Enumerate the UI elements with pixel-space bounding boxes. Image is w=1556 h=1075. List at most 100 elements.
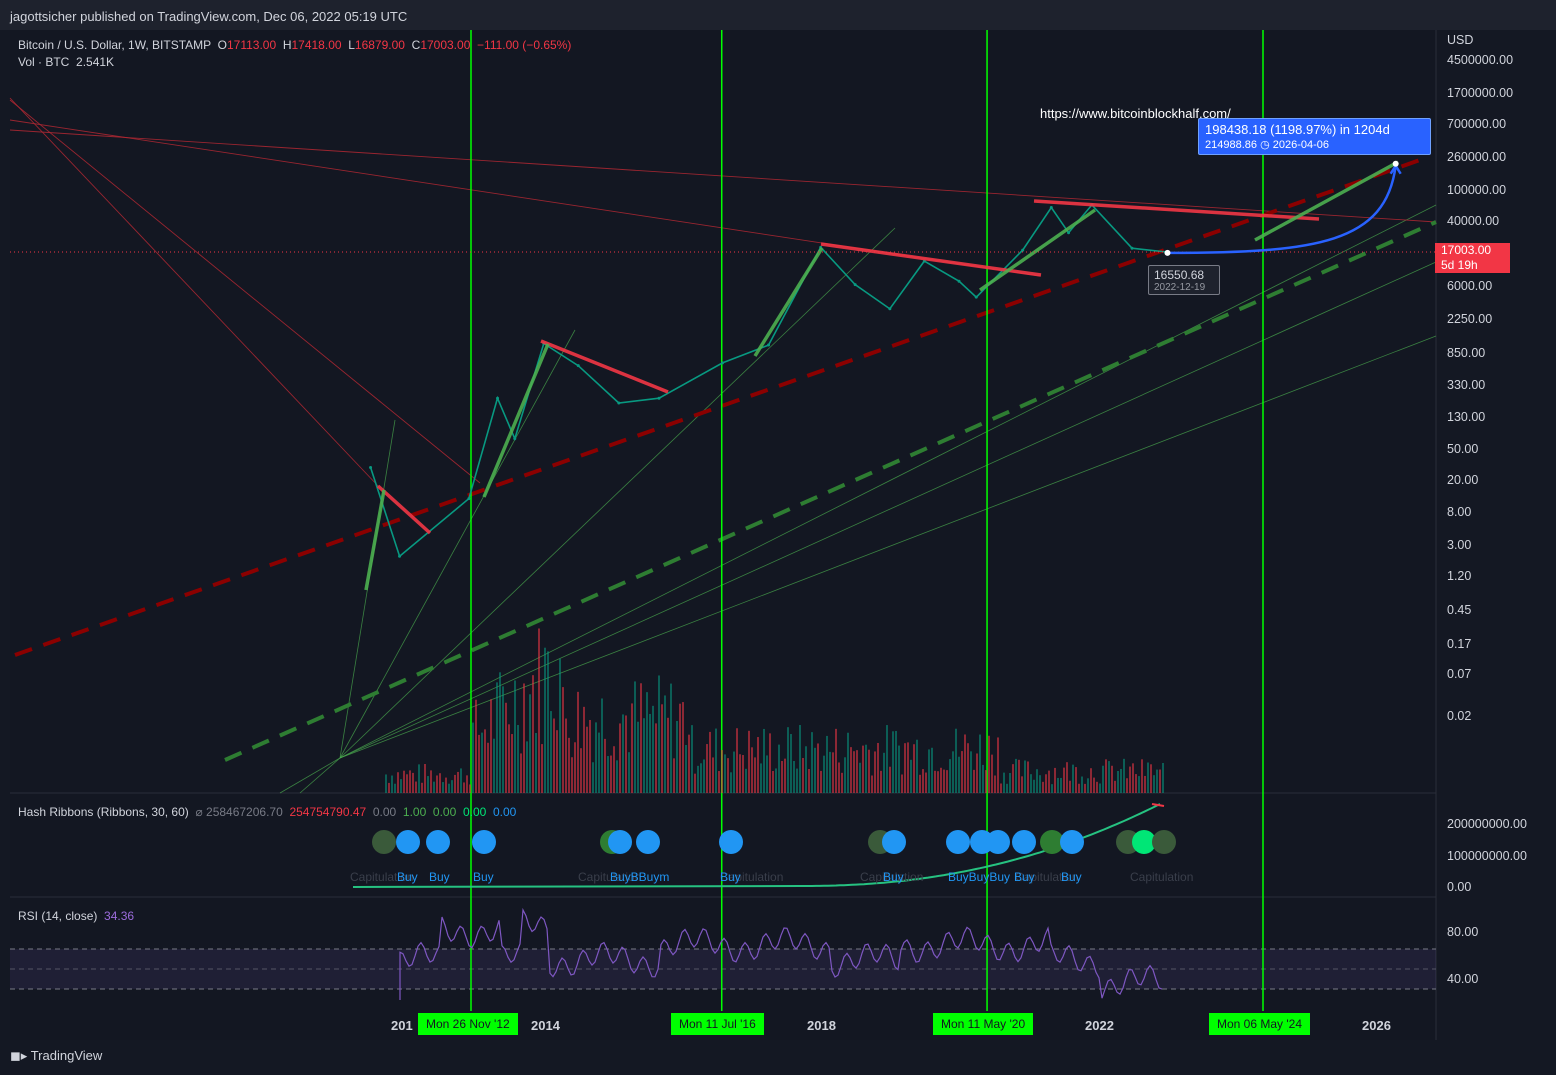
volume-bar: [715, 728, 717, 793]
price-tick: 130.00: [1447, 410, 1486, 424]
capitulation-label: Capitulation: [860, 870, 924, 884]
volume-bar: [517, 724, 519, 793]
high-label: H: [282, 38, 292, 52]
price-tick: 0.45: [1447, 603, 1472, 617]
volume-bar: [607, 756, 609, 793]
volume-bar: [1048, 770, 1050, 793]
volume-bar: [1072, 764, 1074, 793]
volume-bar: [928, 749, 930, 793]
volume-bar: [835, 728, 837, 793]
hash-ribbons-title: Hash Ribbons (Ribbons, 30, 60): [18, 805, 189, 819]
signal-dot: [946, 830, 970, 854]
volume-bar: [802, 757, 804, 793]
volume-bar: [832, 752, 834, 793]
rsi-legend: RSI (14, close) 34.36: [18, 909, 134, 923]
volume-legend: Vol · BTC 2.541K: [18, 55, 114, 69]
volume-bar: [856, 750, 858, 793]
volume-bar: [487, 742, 489, 793]
volume-bar: [1078, 783, 1080, 793]
tradingview-logo[interactable]: ◼▸ TradingView: [10, 1048, 102, 1064]
volume-bar: [712, 757, 714, 793]
publish-text: jagottsicher published on TradingView.co…: [10, 9, 408, 24]
support-line: [482, 343, 550, 498]
price-point: [853, 283, 857, 287]
projection-end-dot: [1392, 160, 1399, 167]
capitulation-label: Capitulation: [578, 870, 642, 884]
volume-bar: [1099, 783, 1101, 793]
volume-bar: [622, 714, 624, 793]
volume-bar: [970, 751, 972, 793]
volume-bar: [934, 770, 936, 793]
volume-bar: [1093, 777, 1095, 793]
volume-bar: [454, 774, 456, 793]
price-point: [974, 295, 978, 299]
volume-bar: [565, 718, 567, 793]
last-price-badge: 17003.00 5d 19h: [1435, 243, 1510, 273]
signal-dot: [1152, 830, 1176, 854]
volume-bar: [682, 702, 684, 793]
volume-bar: [808, 768, 810, 793]
volume-bar: [718, 771, 720, 793]
volume-bar: [655, 723, 657, 793]
volume-bar: [853, 751, 855, 793]
low-label: L: [348, 38, 355, 52]
volume-bar: [943, 769, 945, 793]
price-tick: 330.00: [1447, 378, 1486, 392]
signal-dot: [396, 830, 420, 854]
volume-bar: [670, 683, 672, 793]
volume-bar: [1075, 767, 1077, 793]
volume-bar: [967, 743, 969, 793]
volume-bar: [889, 766, 891, 793]
hash-tick: 200000000.00: [1447, 817, 1527, 831]
volume-bar: [895, 730, 897, 793]
volume-bar: [538, 628, 540, 793]
signal-dot: [472, 830, 496, 854]
volume-bar: [1069, 780, 1071, 793]
volume-bar: [730, 772, 732, 793]
volume-bar: [916, 739, 918, 793]
volume-bar: [685, 744, 687, 793]
low-price: 16550.68: [1154, 268, 1205, 282]
volume-bar: [1009, 772, 1011, 793]
volume-bar: [982, 764, 984, 793]
halving-date-label: Mon 06 May '24: [1209, 1013, 1311, 1035]
volume-bar: [442, 782, 444, 793]
buy-label: Buy: [720, 870, 741, 884]
volume-bar: [433, 781, 435, 793]
volume-bar: [661, 704, 663, 793]
projection-label[interactable]: 198438.18 (1198.97%) in 1204d 214988.86 …: [1198, 118, 1431, 155]
volume-bar: [805, 746, 807, 793]
trend-line-thin: [9, 99, 481, 484]
volume-bar: [499, 672, 501, 793]
volume-bar: [1060, 777, 1062, 793]
hash-ribbon-line: [352, 803, 1161, 888]
volume-bar: [568, 737, 570, 793]
volume-bar: [877, 742, 879, 793]
volume-bar: [427, 776, 429, 793]
volume-bar: [964, 734, 966, 793]
volume-bar: [976, 753, 978, 793]
volume-bar: [604, 738, 606, 793]
volume-bar: [628, 752, 630, 793]
volume-bar: [430, 770, 432, 793]
resistance-line: [540, 339, 669, 394]
volume-bar: [781, 761, 783, 793]
signal-dot: [636, 830, 660, 854]
volume-bar: [481, 732, 483, 793]
volume-bar: [520, 753, 522, 793]
price-line: [369, 203, 1167, 558]
volume-bar: [961, 751, 963, 793]
volume-bar: [799, 725, 801, 793]
volume-bar: [760, 763, 762, 793]
fan-line: [299, 757, 341, 794]
publish-header: jagottsicher published on TradingView.co…: [0, 0, 1556, 30]
hash-tick: 100000000.00: [1447, 849, 1527, 863]
volume-bar: [700, 763, 702, 793]
volume-bar: [1018, 759, 1020, 793]
volume-bar: [850, 747, 852, 793]
volume-bar: [625, 715, 627, 793]
open-label: O: [217, 38, 227, 52]
volume-bar: [619, 723, 621, 793]
projection-curve: [1167, 165, 1397, 255]
